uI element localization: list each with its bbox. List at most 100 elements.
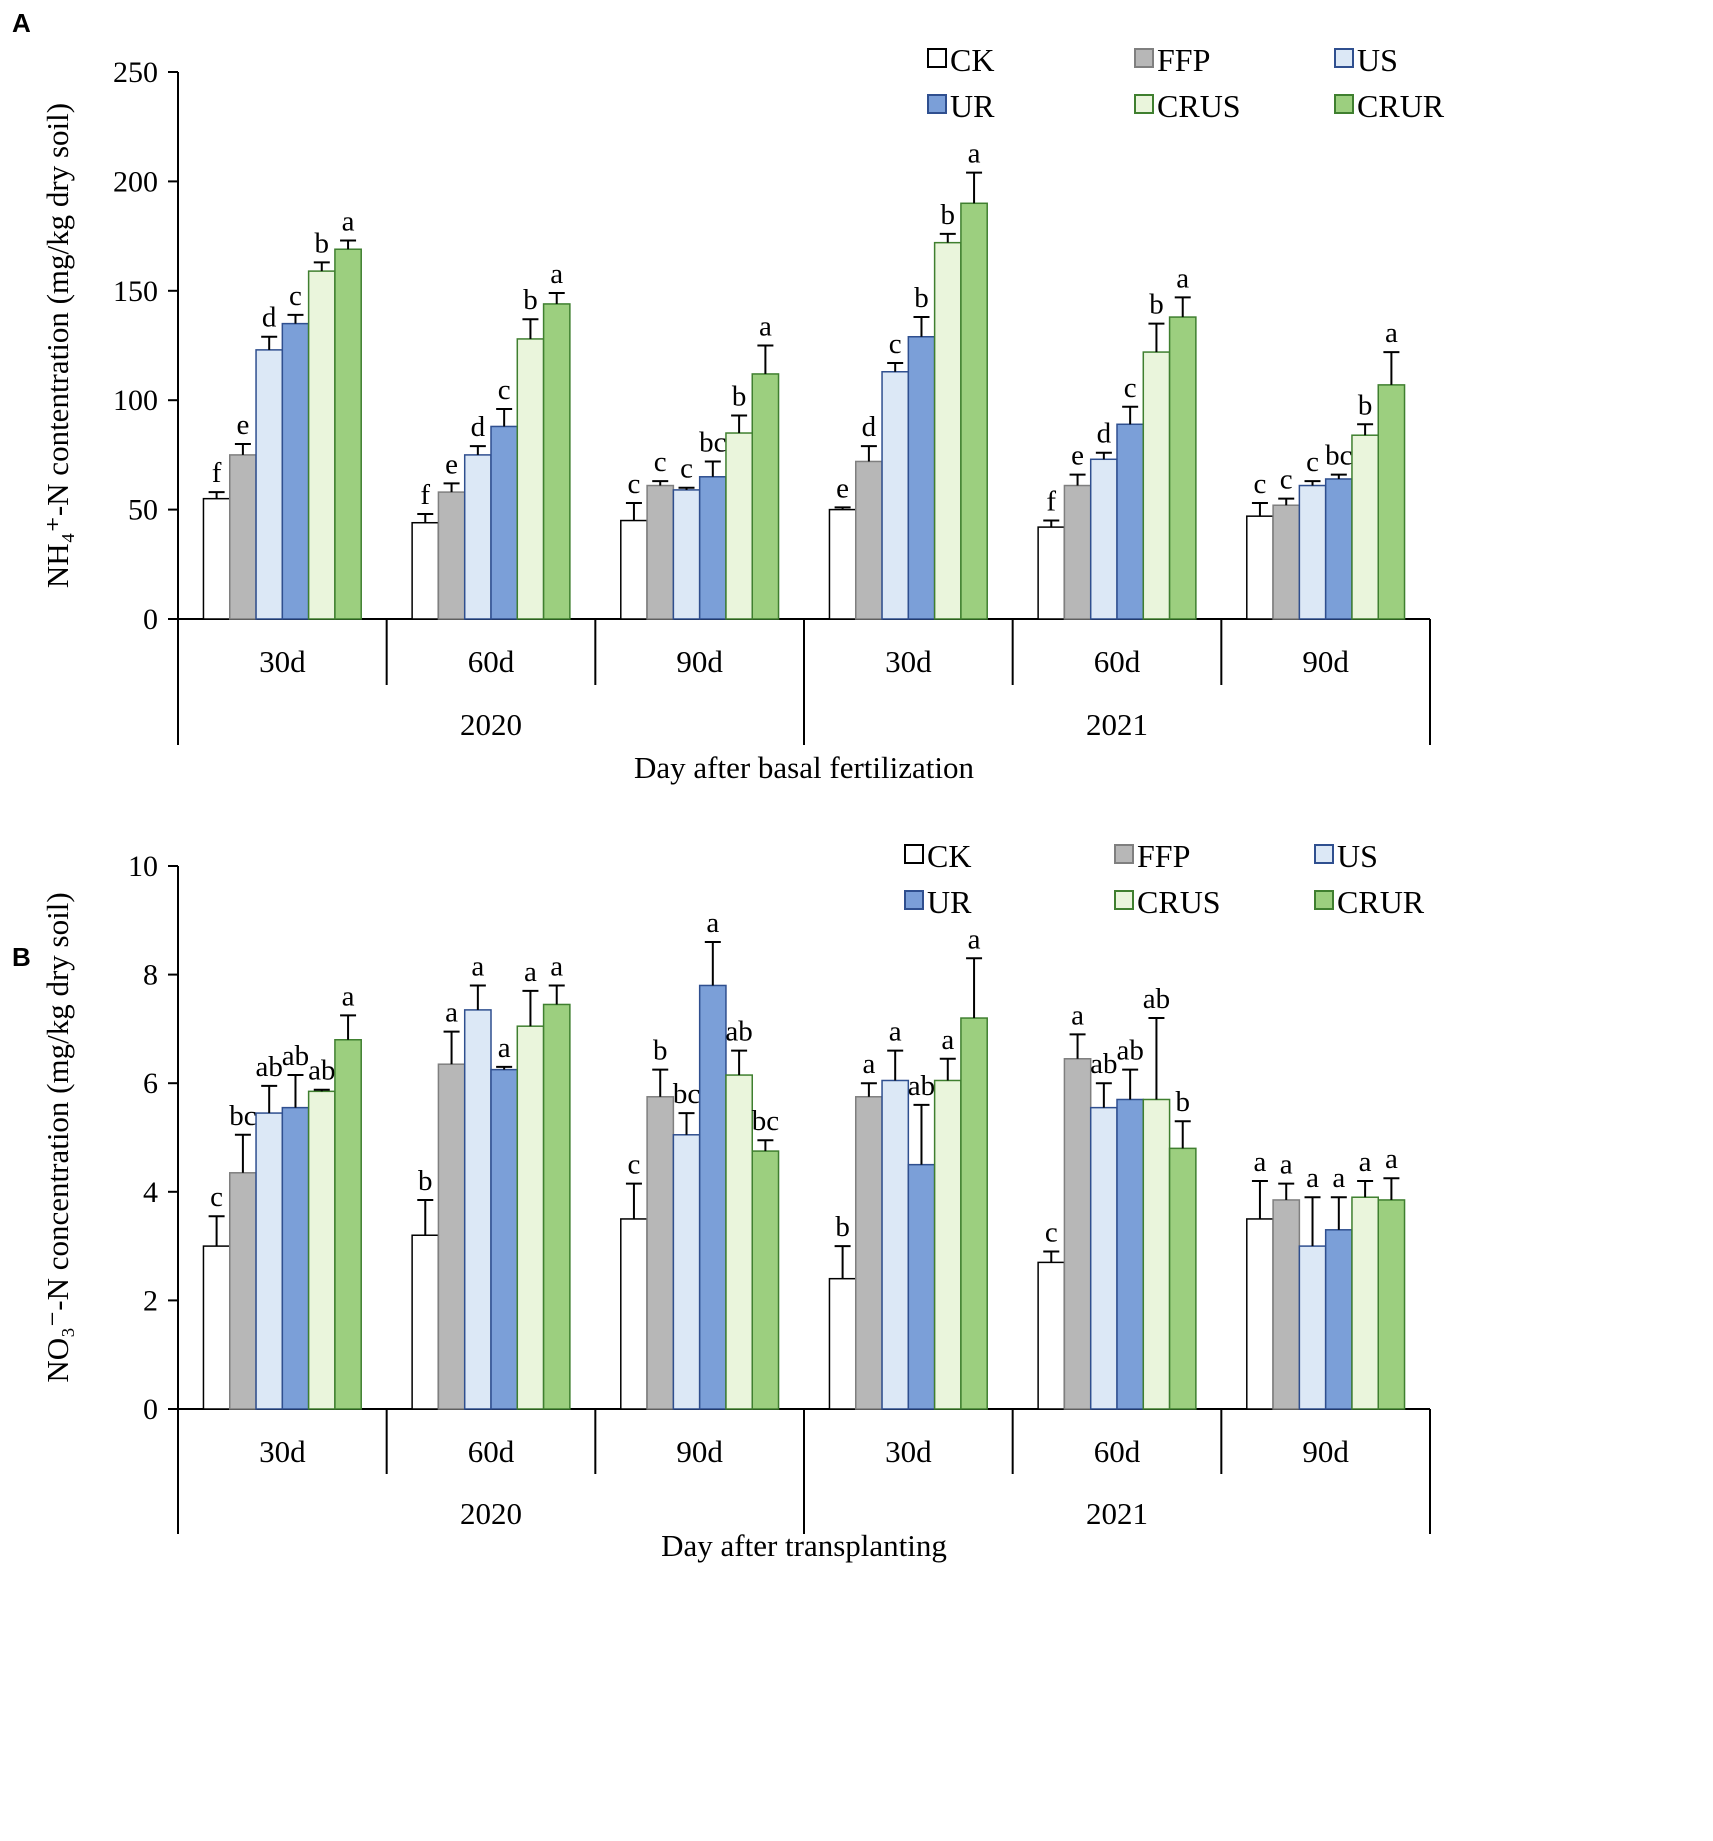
significance-letter-b: a: [1385, 1143, 1398, 1175]
significance-letter-b: ab: [908, 1070, 935, 1102]
panel-label-b: B: [12, 942, 31, 972]
significance-letter-a: a: [342, 205, 355, 237]
significance-letter-b: ab: [1116, 1035, 1143, 1067]
significance-letter-a: c: [498, 374, 511, 406]
category-label-a: 90d: [676, 644, 723, 679]
significance-letter-b: bc: [229, 1100, 256, 1132]
significance-letter-a: b: [523, 284, 538, 316]
significance-letter-b: a: [342, 980, 355, 1012]
y-tick-label-b: 8: [143, 959, 158, 992]
y-tick-label-b: 0: [143, 1393, 158, 1426]
significance-letter-a: d: [1097, 418, 1112, 450]
significance-letter-a: b: [941, 199, 956, 231]
significance-letter-a: b: [1149, 289, 1164, 321]
legend-swatch-b-ck: [904, 844, 924, 864]
significance-letter-b: a: [1306, 1162, 1319, 1194]
bar-a-crus: [516, 338, 545, 620]
significance-letter-a: a: [1385, 317, 1398, 349]
category-label-b: 30d: [885, 1434, 932, 1469]
bar-a-us: [255, 349, 284, 620]
significance-letter-b: a: [524, 956, 537, 988]
y-tick-label-a: 150: [113, 275, 158, 308]
legend-label-a: US: [1357, 42, 1398, 78]
significance-letter-a: c: [1280, 464, 1293, 496]
legend-label-b: US: [1337, 838, 1378, 874]
significance-letter-b: ab: [1090, 1048, 1117, 1080]
bar-a-crus: [1142, 351, 1171, 620]
significance-letter-b: ab: [255, 1051, 282, 1083]
bar-b-ur: [907, 1163, 936, 1410]
significance-letter-b: ab: [308, 1055, 335, 1087]
category-label-b: 90d: [676, 1434, 723, 1469]
significance-letter-b: c: [1045, 1217, 1058, 1249]
bar-b-ck: [620, 1218, 648, 1410]
bar-a-crus: [1351, 434, 1380, 620]
legend-label-a: CRUR: [1357, 88, 1445, 124]
legend-label-a: FFP: [1157, 42, 1210, 78]
category-label-a: 30d: [885, 644, 932, 679]
legend-label-b: CK: [927, 838, 971, 874]
category-label-b: 60d: [468, 1434, 515, 1469]
bar-b-us: [881, 1079, 910, 1410]
x-axis-title-b: Day after transplanting: [661, 1528, 947, 1563]
category-label-b: 60d: [1094, 1434, 1141, 1469]
significance-letter-b: ab: [1143, 983, 1170, 1015]
legend-label-a: CRUS: [1157, 88, 1241, 124]
bar-a-ffp: [854, 460, 883, 620]
category-label-a: 60d: [1094, 644, 1141, 679]
x-axis-title-a: Day after basal fertilization: [634, 750, 974, 785]
significance-letter-a: c: [654, 446, 667, 478]
significance-letter-b: a: [445, 997, 458, 1029]
bar-a-crur: [1168, 316, 1197, 620]
significance-letter-a: b: [315, 227, 330, 259]
bar-b-ck: [1037, 1261, 1066, 1410]
group-label-a: 2021: [1086, 707, 1148, 742]
significance-letter-b: bc: [752, 1105, 779, 1137]
bar-a-crur: [1377, 384, 1406, 620]
bar-a-us: [1298, 484, 1327, 620]
significance-letter-b: a: [550, 950, 563, 982]
y-tick-label-b: 4: [143, 1176, 158, 1209]
significance-letter-a: b: [732, 381, 747, 413]
significance-letter-a: c: [1306, 446, 1319, 478]
significance-letter-a: d: [862, 411, 877, 443]
significance-letter-a: f: [1046, 486, 1056, 518]
bar-b-crur: [1168, 1147, 1197, 1410]
bar-a-ur: [281, 322, 310, 620]
significance-letter-a: bc: [699, 426, 726, 458]
significance-letter-a: e: [836, 472, 849, 504]
significance-letter-b: a: [1280, 1149, 1293, 1181]
y-axis-title-b: NO₃⁻-N concentration (mg/kg dry soil): [40, 892, 75, 1382]
significance-letter-a: f: [212, 457, 222, 489]
significance-letter-b: a: [889, 1016, 902, 1048]
legend-swatch-a-crur: [1334, 94, 1354, 114]
y-tick-label-b: 6: [143, 1067, 158, 1100]
bar-a-ck: [1037, 526, 1066, 620]
significance-letter-a: c: [680, 453, 693, 485]
significance-letter-a: c: [889, 328, 902, 360]
legend-swatch-a-ffp: [1134, 48, 1154, 68]
bar-a-ffp: [646, 484, 675, 620]
significance-letter-b: a: [862, 1048, 875, 1080]
significance-letter-a: a: [1176, 262, 1189, 294]
significance-letter-b: a: [498, 1032, 511, 1064]
significance-letter-a: a: [968, 138, 981, 170]
bar-b-crur: [542, 1003, 571, 1410]
legend-swatch-a-ck: [927, 48, 947, 68]
legend-label-a: CK: [950, 42, 994, 78]
bar-a-ffp: [228, 454, 257, 620]
bar-a-ur: [1116, 423, 1145, 620]
legend-label-a: UR: [950, 88, 995, 124]
bar-a-ck: [202, 497, 231, 620]
bar-a-us: [463, 454, 492, 620]
bar-b-ur: [281, 1106, 310, 1410]
bar-a-ck: [828, 508, 857, 620]
significance-letter-b: a: [1359, 1146, 1372, 1178]
category-label-a: 60d: [468, 644, 515, 679]
bar-b-ck: [828, 1277, 857, 1410]
bar-a-ck: [1246, 515, 1274, 620]
category-label-b: 90d: [1302, 1434, 1349, 1469]
significance-letter-a: f: [420, 479, 430, 511]
bar-b-ck: [411, 1234, 440, 1410]
significance-letter-a: d: [471, 411, 486, 443]
